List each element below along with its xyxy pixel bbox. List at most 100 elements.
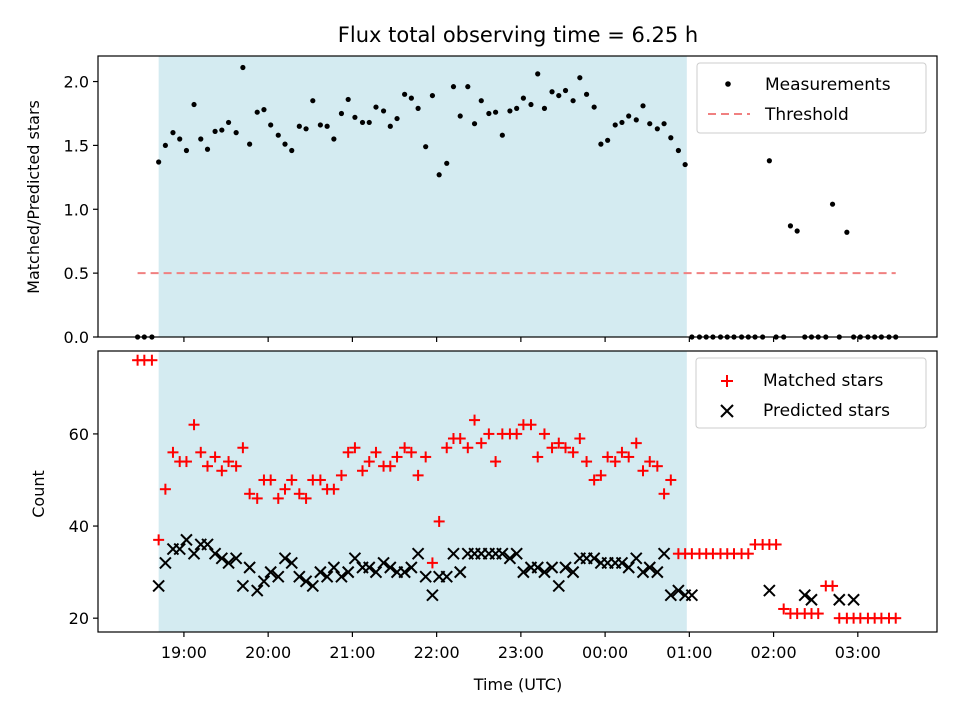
measurement-point xyxy=(766,158,772,164)
predicted-point xyxy=(566,565,580,579)
predicted-point xyxy=(180,533,193,547)
predicted-point xyxy=(805,593,818,606)
measurement-point xyxy=(191,101,197,108)
measurement-point xyxy=(429,92,436,99)
matched-point xyxy=(553,437,565,449)
predicted-point xyxy=(222,556,235,570)
measurement-point xyxy=(366,119,372,126)
matched-point xyxy=(244,488,256,500)
matched-point xyxy=(195,446,207,458)
measurement-point xyxy=(570,98,576,104)
matched-point xyxy=(630,437,642,449)
top-ytick-label: 2.0 xyxy=(64,73,89,92)
predicted-point xyxy=(299,575,313,588)
matched-point xyxy=(363,456,375,468)
bottom-xtick-label: 19:00 xyxy=(161,643,207,662)
matched-point xyxy=(538,428,550,440)
measurement-point xyxy=(156,159,162,165)
predicted-point xyxy=(510,547,523,560)
measurement-point xyxy=(626,113,632,119)
measurement-point xyxy=(380,108,387,114)
legend-matched-label: Matched stars xyxy=(763,371,883,391)
matched-point xyxy=(511,428,523,440)
measurement-point xyxy=(170,130,176,136)
legend-measurements-label: Measurements xyxy=(765,75,891,95)
predicted-point xyxy=(306,579,320,593)
matched-point xyxy=(469,414,481,426)
matched-point xyxy=(180,456,192,468)
measurement-point xyxy=(583,91,590,97)
matched-point xyxy=(314,474,326,486)
measurement-point xyxy=(682,161,688,168)
measurement-point xyxy=(598,141,604,147)
top-ytick-label: 1.5 xyxy=(64,136,89,155)
predicted-point xyxy=(763,584,776,597)
predicted-point xyxy=(243,561,256,574)
matched-point xyxy=(574,433,586,445)
legend-measurements-marker xyxy=(725,81,731,87)
matched-point xyxy=(623,451,635,463)
measurement-point xyxy=(254,109,260,115)
measurement-point xyxy=(331,136,337,142)
measurement-point xyxy=(640,103,646,109)
predicted-point xyxy=(236,579,250,593)
top-ylabel: Matched/Predicted stars xyxy=(24,100,43,294)
predicted-point xyxy=(419,570,432,583)
measurement-point xyxy=(219,127,225,133)
predicted-point xyxy=(229,552,243,565)
bottom-xtick-label: 21:00 xyxy=(329,643,375,662)
legend-threshold-label: Threshold xyxy=(764,105,849,125)
measurement-point xyxy=(605,137,611,143)
matched-point xyxy=(349,442,361,454)
measurement-point xyxy=(794,228,800,234)
matched-point xyxy=(483,428,495,440)
measurement-point xyxy=(436,172,442,178)
matched-point xyxy=(644,456,656,468)
measurement-point xyxy=(345,96,351,103)
measurement-point xyxy=(261,107,267,113)
legend-predicted-label: Predicted stars xyxy=(763,401,890,421)
matched-point xyxy=(475,437,487,449)
measurement-point xyxy=(668,135,674,141)
matched-point xyxy=(567,446,579,458)
legend-matched-marker xyxy=(721,375,733,387)
predicted-point xyxy=(552,579,565,593)
bottom-band xyxy=(158,351,687,632)
matched-point xyxy=(827,580,839,592)
matched-point xyxy=(525,419,537,431)
bottom-ytick-label: 20 xyxy=(69,609,89,628)
matched-point xyxy=(216,465,228,477)
matched-point xyxy=(462,442,474,454)
measurement-point xyxy=(183,147,190,154)
matched-point xyxy=(588,474,600,486)
matched-point xyxy=(665,474,677,486)
predicted-point xyxy=(622,561,635,574)
matched-point xyxy=(812,608,824,620)
predicted-point xyxy=(257,575,271,588)
matched-point xyxy=(293,488,305,500)
predicted-point xyxy=(272,570,285,583)
measurement-point xyxy=(486,110,492,117)
measurement-point xyxy=(844,229,850,235)
figure-title: Flux total observing time = 6.25 h xyxy=(338,23,698,47)
predicted-point xyxy=(320,570,334,583)
predicted-point xyxy=(377,556,390,570)
predicted-point xyxy=(447,547,460,560)
measurement-point xyxy=(457,113,463,119)
matched-point xyxy=(616,446,628,458)
matched-point xyxy=(399,442,411,454)
measurement-point xyxy=(520,95,526,101)
predicted-point xyxy=(615,556,629,570)
matched-point xyxy=(251,492,263,504)
measurement-point xyxy=(577,75,583,81)
matched-point xyxy=(658,488,670,500)
predicted-point xyxy=(798,588,811,602)
measurement-point xyxy=(289,147,295,154)
measurement-point xyxy=(310,98,316,104)
matched-point xyxy=(272,492,284,504)
legend-predicted-marker xyxy=(720,404,734,418)
matched-point xyxy=(637,465,649,477)
measurement-point xyxy=(612,122,618,128)
predicted-point xyxy=(440,570,453,583)
matched-point xyxy=(490,456,502,468)
